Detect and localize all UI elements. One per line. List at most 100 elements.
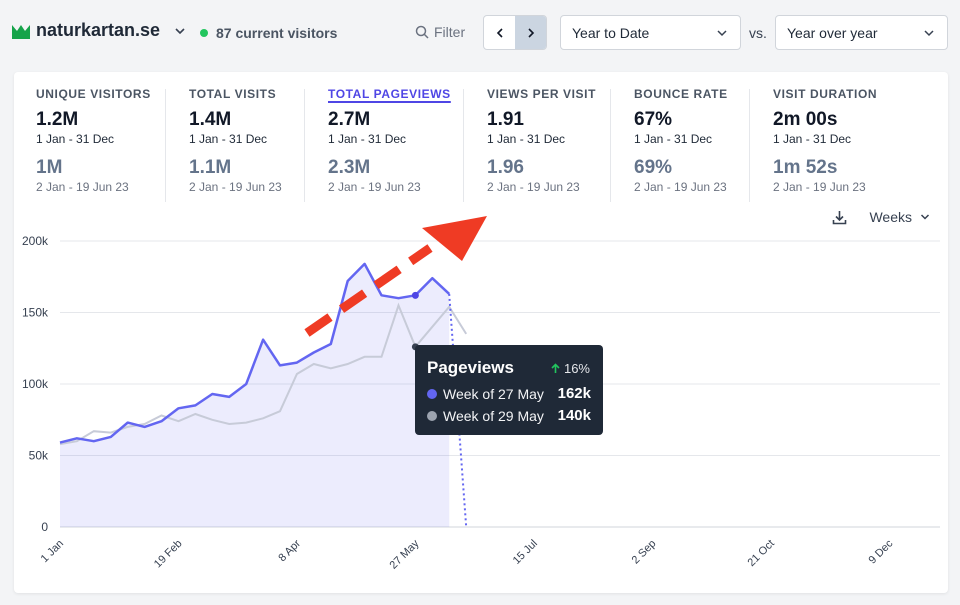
- stat-value: 2m 00s: [773, 109, 838, 130]
- tooltip-change-value: 16%: [563, 361, 590, 376]
- chevron-down-icon: [175, 27, 185, 34]
- site-name: naturkartan.se: [36, 20, 161, 40]
- search-icon: [415, 25, 429, 39]
- y-tick-label: 0: [41, 520, 48, 534]
- stat-compare-range: 2 Jan - 19 Jun 23: [634, 180, 727, 194]
- stat-value: 67%: [634, 109, 673, 130]
- stat-compare-value: 1.96: [487, 157, 524, 178]
- current-series-line: [59, 262, 451, 444]
- arrow-up-icon: [551, 363, 560, 373]
- stat-value: 1.4M: [189, 109, 232, 130]
- stat-range: 1 Jan - 31 Dec: [773, 132, 852, 146]
- tooltip-previous-value: 140k: [557, 407, 591, 424]
- period-navigation: [483, 15, 547, 50]
- stat-visit-duration[interactable]: Visit duration 2m 00s 1 Jan - 31 Dec 1m …: [773, 87, 877, 202]
- stat-total-visits[interactable]: Total visits 1.4M 1 Jan - 31 Dec 1.1M 2 …: [189, 87, 282, 202]
- divider: [304, 89, 305, 202]
- period-select[interactable]: Year to Date: [560, 15, 741, 50]
- x-tick-label: 9 Dec: [867, 537, 896, 566]
- interval-controls: Weeks: [832, 209, 930, 225]
- current-visitors[interactable]: 87 current visitors: [200, 25, 337, 41]
- y-tick-label: 100k: [22, 377, 49, 391]
- svg-text:9 Dec: 9 Dec: [867, 537, 896, 566]
- chevron-right-icon: [527, 27, 534, 38]
- x-tick-label: 19 Feb: [152, 538, 185, 571]
- chevron-left-icon: [496, 27, 503, 38]
- comparison-select-value: Year over year: [787, 24, 878, 41]
- stats-card: Unique visitors 1.2M 1 Jan - 31 Dec 1M 2…: [14, 72, 948, 593]
- tooltip-title: Pageviews: [427, 358, 514, 377]
- stat-value: 2.7M: [328, 109, 371, 130]
- stat-range: 1 Jan - 31 Dec: [328, 132, 407, 146]
- tooltip-row-previous: Week of 29 May 140k: [427, 407, 591, 424]
- tooltip-previous-label: Week of 29 May: [443, 407, 544, 424]
- x-tick-label: 1 Jan: [39, 538, 67, 566]
- previous-series-swatch: [427, 410, 437, 421]
- live-dot-icon: [200, 29, 208, 37]
- y-tick-label: 200k: [22, 234, 49, 248]
- stat-bounce-rate[interactable]: Bounce rate 67% 1 Jan - 31 Dec 69% 2 Jan…: [634, 87, 728, 202]
- chevron-down-icon: [920, 214, 930, 220]
- interval-select[interactable]: Weeks: [869, 209, 912, 225]
- stat-value: 1.2M: [36, 109, 79, 130]
- stat-range: 1 Jan - 31 Dec: [36, 132, 115, 146]
- stat-total-pageviews[interactable]: Total pageviews 2.7M 1 Jan - 31 Dec 2.3M…: [328, 87, 451, 202]
- next-period-button[interactable]: [515, 16, 546, 49]
- stat-compare-range: 2 Jan - 19 Jun 23: [773, 180, 866, 194]
- top-bar: naturkartan.se 87 current visitors Filte…: [0, 0, 960, 66]
- vs-label: vs.: [749, 25, 767, 41]
- stat-label: Bounce rate: [634, 87, 728, 101]
- current-series-swatch: [427, 388, 437, 399]
- trend-arrow-annotation: [304, 216, 487, 337]
- site-logo-icon: [12, 24, 30, 39]
- x-tick-label: 2 Sep: [630, 538, 659, 567]
- comparison-select[interactable]: Year over year: [775, 15, 948, 50]
- tooltip-current-value: 162k: [557, 385, 591, 402]
- chevron-down-icon: [924, 30, 934, 37]
- divider: [463, 89, 464, 202]
- current-visitors-label: 87 current visitors: [216, 25, 338, 41]
- divider: [165, 89, 166, 202]
- stat-label: Unique visitors: [36, 87, 151, 101]
- stat-compare-range: 2 Jan - 19 Jun 23: [36, 180, 129, 194]
- stat-compare-range: 2 Jan - 19 Jun 23: [328, 180, 421, 194]
- stat-range: 1 Jan - 31 Dec: [189, 132, 268, 146]
- svg-text:8 Apr: 8 Apr: [276, 537, 303, 564]
- tooltip-row-current: Week of 27 May 162k: [427, 385, 591, 402]
- stat-compare-value: 69%: [634, 157, 673, 178]
- x-tick-label: 27 May: [388, 537, 422, 571]
- svg-text:21 Oct: 21 Oct: [745, 538, 776, 569]
- tooltip-current-label: Week of 27 May: [443, 385, 544, 402]
- stat-compare-range: 2 Jan - 19 Jun 23: [487, 180, 580, 194]
- divider: [749, 89, 750, 202]
- chevron-down-icon: [717, 30, 727, 37]
- svg-text:27 May: 27 May: [388, 537, 422, 571]
- svg-text:1 Jan: 1 Jan: [39, 538, 67, 566]
- stat-range: 1 Jan - 31 Dec: [487, 132, 566, 146]
- filter-label: Filter: [434, 24, 466, 40]
- svg-text:15 Jul: 15 Jul: [511, 538, 540, 567]
- previous-series-line: [59, 302, 468, 446]
- stat-range: 1 Jan - 31 Dec: [634, 132, 713, 146]
- x-tick-label: 8 Apr: [276, 537, 303, 564]
- stat-unique-visitors[interactable]: Unique visitors 1.2M 1 Jan - 31 Dec 1M 2…: [36, 87, 151, 202]
- stat-value: 1.91: [487, 109, 524, 130]
- x-tick-label: 15 Jul: [511, 538, 540, 567]
- stat-compare-value: 2.3M: [328, 157, 371, 178]
- stat-compare-value: 1m 52s: [773, 157, 838, 178]
- download-icon[interactable]: [832, 210, 847, 225]
- stat-views-per-visit[interactable]: Views per visit 1.91 1 Jan - 31 Dec 1.96…: [487, 87, 596, 202]
- stat-label-active: Total pageviews: [328, 87, 451, 101]
- previous-period-button[interactable]: [484, 16, 515, 49]
- y-tick-label: 50k: [29, 449, 49, 463]
- divider: [610, 89, 611, 202]
- stat-compare-value: 1.1M: [189, 157, 232, 178]
- site-switcher[interactable]: naturkartan.se: [12, 20, 186, 41]
- filter-button[interactable]: Filter: [415, 24, 465, 40]
- stat-label: Views per visit: [487, 87, 597, 101]
- stat-compare-value: 1M: [36, 157, 63, 178]
- stat-compare-range: 2 Jan - 19 Jun 23: [189, 180, 282, 194]
- svg-text:19 Feb: 19 Feb: [152, 538, 185, 571]
- current-series-area: [60, 263, 450, 527]
